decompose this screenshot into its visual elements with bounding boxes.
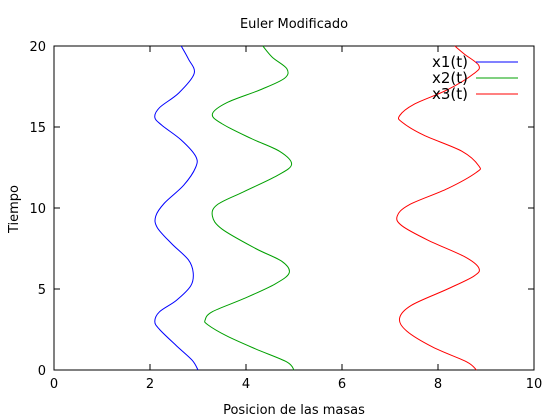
x-tick-label: 6 — [338, 377, 346, 392]
series-line-3 — [396, 45, 481, 371]
y-tick-label: 0 — [38, 364, 46, 379]
x-tick-label: 4 — [242, 377, 250, 392]
x-axis-label: Posicion de las masas — [223, 403, 365, 418]
legend-label-1: x1(t) — [432, 53, 468, 71]
legend-label-2: x2(t) — [432, 69, 468, 87]
x-tick-label: 2 — [146, 377, 154, 392]
tick-layer: 0 2 4 6 8 10 0 5 10 15 20 — [29, 40, 542, 392]
x-tick-label: 0 — [50, 377, 58, 392]
legend: x1(t)x2(t)x3(t) — [432, 53, 518, 103]
legend-label-3: x3(t) — [432, 85, 468, 103]
plot-area: 0 2 4 6 8 10 0 5 10 15 20 x1(t)x2(t)x3(t) — [29, 40, 542, 392]
y-axis-label: Tiempo — [7, 185, 22, 234]
x-tick-label: 10 — [526, 377, 543, 392]
chart-title: Euler Modificado — [240, 17, 348, 32]
series-line-1 — [154, 45, 199, 371]
x-tick-label: 8 — [434, 377, 442, 392]
y-tick-label: 10 — [29, 202, 46, 217]
y-tick-label: 15 — [29, 121, 46, 136]
series-layer — [154, 45, 481, 371]
y-tick-label: 5 — [38, 283, 46, 298]
series-line-2 — [204, 45, 295, 371]
y-tick-label: 20 — [29, 40, 46, 55]
